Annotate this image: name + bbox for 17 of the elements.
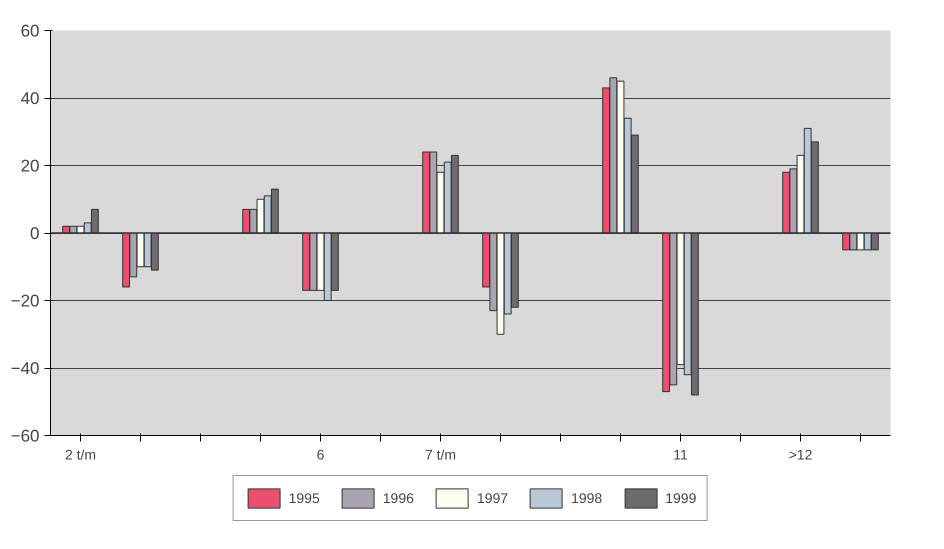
x-tick-label: 2 t/m [64, 446, 96, 462]
legend-label: 1998 [571, 490, 602, 506]
x-tick-label: 11 [673, 446, 688, 462]
legend-label: 1996 [382, 490, 414, 506]
y-tick-label: 20 [20, 156, 40, 176]
x-tick-label: >12 [788, 446, 813, 462]
x-tick-label: 7 t/m [424, 446, 456, 462]
legend-label: 1997 [476, 490, 508, 506]
y-tick-label: −60 [10, 426, 40, 446]
y-tick-label: 40 [20, 89, 40, 108]
y-tick-label: 0 [30, 224, 40, 243]
y-tick-label: −20 [10, 292, 40, 310]
legend-label: 1995 [288, 490, 320, 506]
y-tick-label: −40 [10, 359, 40, 378]
x-tick-label: 6 [316, 446, 325, 462]
legend-label: 1999 [665, 490, 696, 506]
y-tick-label: 60 [20, 22, 40, 40]
